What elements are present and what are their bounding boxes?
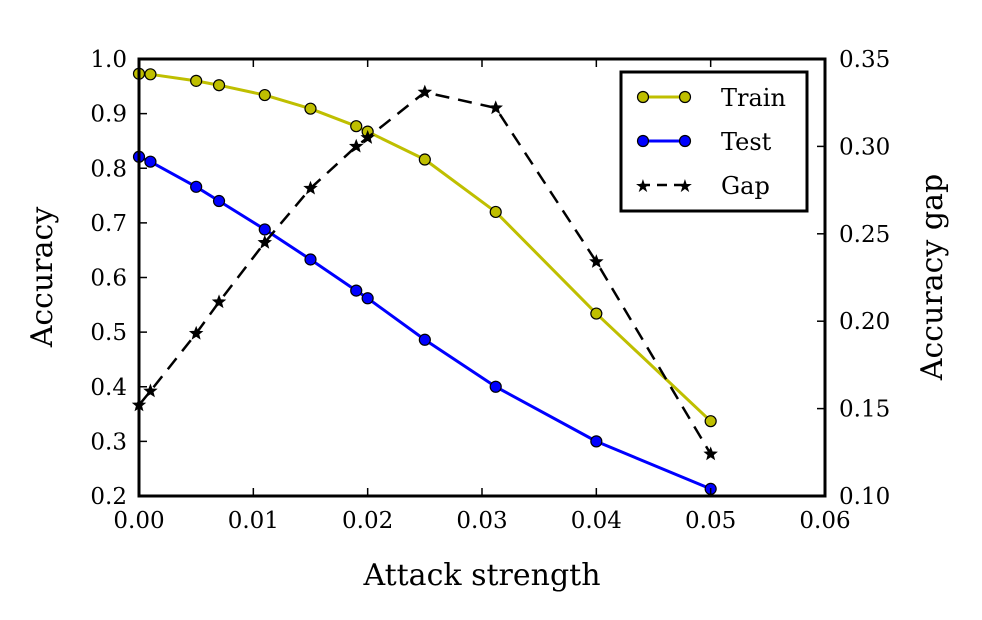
data-point-gap bbox=[257, 234, 272, 249]
data-point-train bbox=[212, 79, 226, 92]
x-tick-label: 0.02 bbox=[342, 508, 393, 534]
y-tick-label: 0.6 bbox=[90, 266, 127, 292]
x-tick-label: 0.03 bbox=[456, 508, 507, 534]
y2-tick-label: 0.25 bbox=[839, 222, 890, 248]
data-point-gap bbox=[211, 294, 227, 309]
data-point-gap bbox=[303, 180, 318, 195]
x-axis-title: Attack strength bbox=[362, 558, 600, 593]
legend-marker-train bbox=[636, 90, 650, 104]
y2-tick-label: 0.15 bbox=[839, 397, 890, 423]
legend: Train Test ★ ★ Gap bbox=[619, 70, 809, 213]
y2-tick-label: 0.35 bbox=[839, 47, 890, 73]
data-point-test bbox=[258, 223, 271, 236]
legend-label-train: Train bbox=[721, 84, 786, 112]
legend-entry-train: Train bbox=[636, 84, 786, 112]
data-point-test bbox=[361, 292, 374, 305]
y2-tick-label: 0.30 bbox=[839, 134, 890, 160]
y-tick-label: 0.7 bbox=[90, 211, 127, 237]
y-axis-title: Accuracy bbox=[25, 207, 60, 349]
data-point-train bbox=[258, 88, 271, 102]
data-point-test bbox=[144, 155, 157, 168]
series-line-test bbox=[138, 155, 712, 491]
data-point-gap bbox=[417, 84, 433, 99]
legend-label-test: Test bbox=[721, 128, 772, 156]
series-line-train bbox=[138, 72, 712, 423]
y-tick-label: 0.9 bbox=[90, 102, 127, 128]
plot-series bbox=[131, 67, 718, 495]
x-tick-label: 0.00 bbox=[113, 508, 164, 534]
x-tick-label: 0.01 bbox=[228, 508, 279, 534]
data-point-test bbox=[489, 380, 502, 393]
y2-axis-title: Accuracy gap bbox=[915, 174, 950, 381]
legend-entry-gap: ★ ★ Gap bbox=[635, 172, 770, 200]
data-point-gap bbox=[143, 383, 158, 398]
data-point-gap bbox=[589, 254, 604, 268]
y-tick-label: 1.0 bbox=[90, 47, 127, 73]
series-gap bbox=[131, 84, 718, 461]
y-tick-label: 0.2 bbox=[90, 484, 127, 510]
series-train bbox=[132, 67, 717, 428]
legend-marker-gap: ★ bbox=[677, 176, 693, 197]
y-tick-label: 0.4 bbox=[90, 375, 127, 401]
series-line-gap bbox=[138, 90, 712, 455]
y2-tick-label: 0.10 bbox=[839, 484, 890, 510]
axis-ticks bbox=[138, 58, 826, 497]
data-point-test bbox=[590, 435, 603, 448]
legend-marker-gap: ★ bbox=[635, 176, 651, 197]
series-test bbox=[132, 150, 717, 495]
y-tick-label: 0.5 bbox=[90, 320, 127, 346]
data-point-gap bbox=[188, 325, 204, 340]
data-point-gap bbox=[703, 446, 718, 461]
data-point-gap bbox=[360, 130, 375, 144]
legend-marker-test bbox=[636, 134, 650, 148]
data-point-test bbox=[190, 180, 203, 193]
y-tick-label: 0.8 bbox=[90, 156, 127, 182]
data-point-train bbox=[590, 307, 603, 320]
x-tick-label: 0.06 bbox=[799, 508, 850, 534]
legend-entry-test: Test bbox=[636, 128, 772, 156]
legend-marker-train bbox=[678, 90, 692, 104]
data-point-test bbox=[350, 284, 363, 297]
data-point-train bbox=[190, 74, 203, 87]
legend-marker-test bbox=[678, 134, 692, 148]
data-point-train bbox=[704, 415, 717, 428]
data-point-train bbox=[489, 205, 502, 219]
data-point-test bbox=[304, 253, 317, 266]
x-tick-label: 0.04 bbox=[571, 508, 622, 534]
data-point-train bbox=[304, 102, 317, 115]
data-point-test bbox=[418, 333, 431, 346]
y2-tick-label: 0.20 bbox=[839, 309, 890, 335]
axis-tick-labels: 0.00 0.01 0.02 0.03 0.04 0.05 0.06 0.2 0.3 0.4 0.5… bbox=[90, 47, 890, 534]
data-point-train bbox=[418, 153, 431, 166]
data-point-train bbox=[144, 68, 157, 81]
data-point-train bbox=[350, 120, 363, 133]
x-tick-label: 0.05 bbox=[685, 508, 736, 534]
data-point-gap bbox=[349, 138, 364, 153]
y-tick-label: 0.3 bbox=[90, 429, 127, 455]
data-point-test bbox=[212, 194, 226, 208]
legend-label-gap: Gap bbox=[721, 172, 770, 200]
data-point-gap bbox=[488, 100, 503, 115]
